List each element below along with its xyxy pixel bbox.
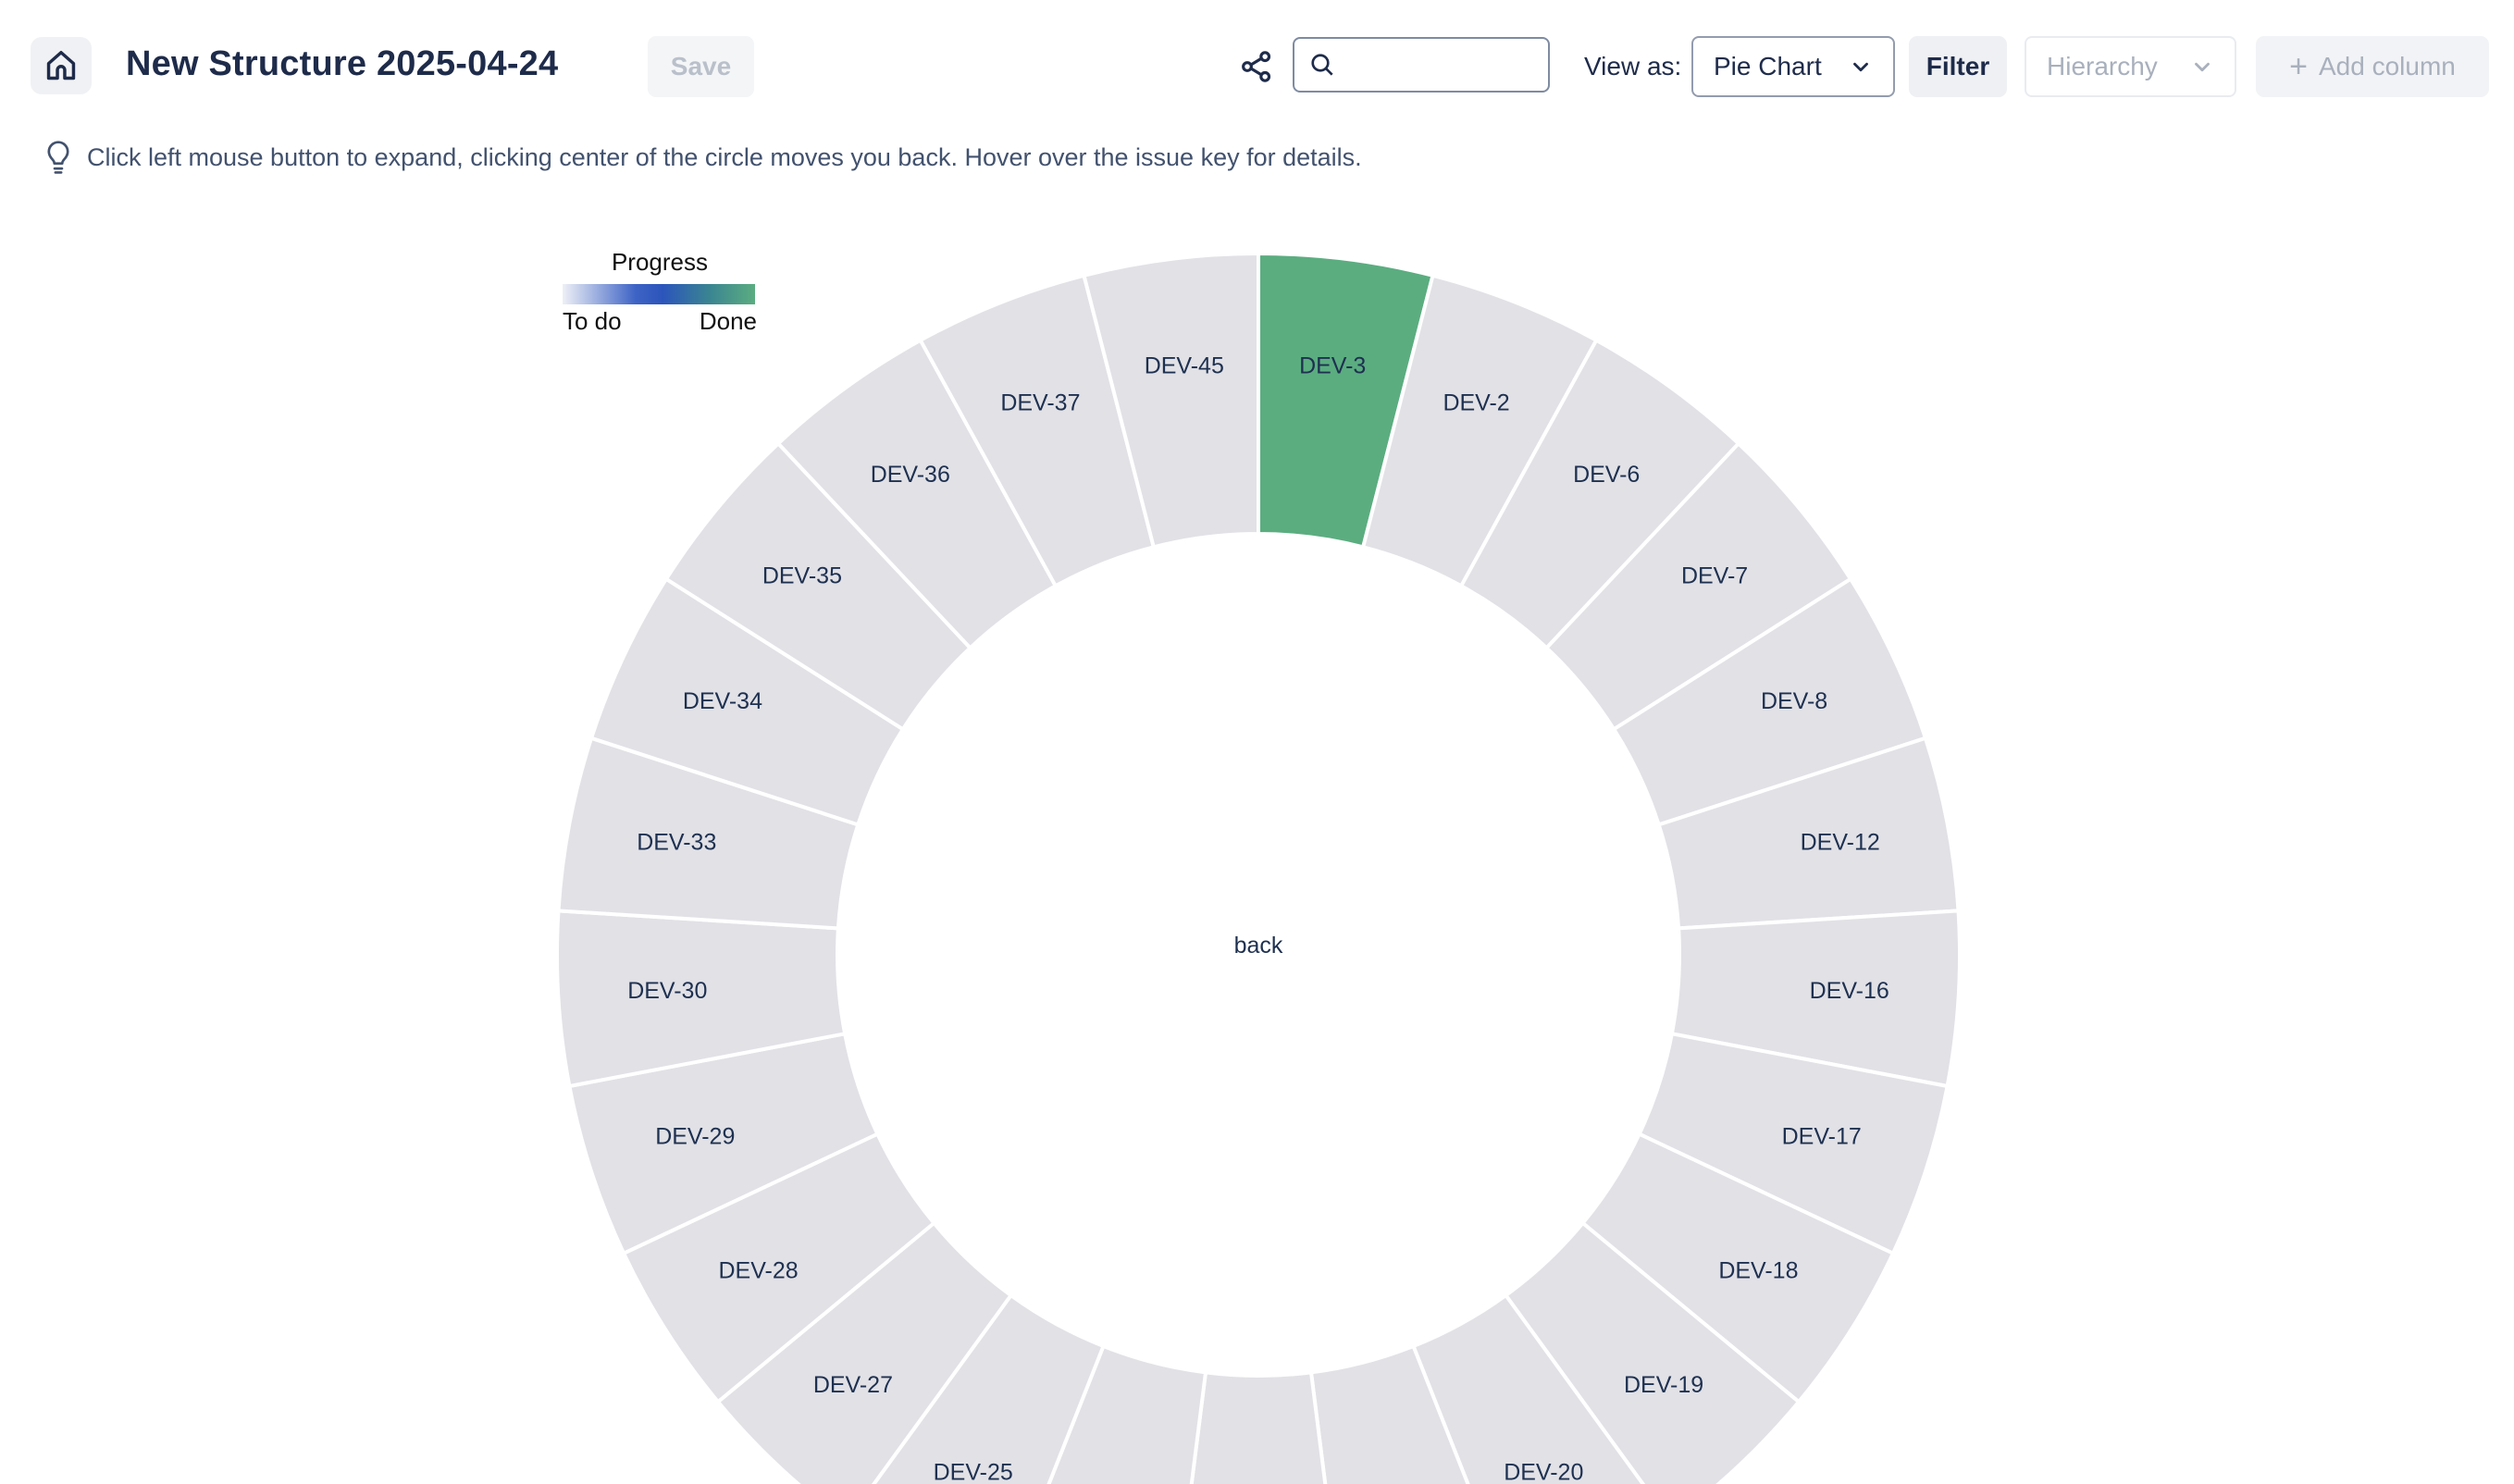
segment-label-DEV-27[interactable]: DEV-27 — [813, 1372, 893, 1398]
segment-label-DEV-19[interactable]: DEV-19 — [1624, 1372, 1703, 1398]
pie-segment[interactable] — [1170, 1370, 1346, 1484]
pie-segment[interactable] — [1000, 1343, 1208, 1484]
hint-row: Click left mouse button to expand, click… — [43, 139, 1362, 176]
legend-gradient-bar — [563, 284, 755, 304]
home-button[interactable] — [31, 37, 92, 94]
progress-legend: Progress To do Done — [563, 248, 757, 336]
lightbulb-icon — [43, 139, 74, 176]
home-icon — [43, 48, 79, 83]
segment-label-DEV-37[interactable]: DEV-37 — [1000, 390, 1080, 416]
view-as-label: View as: — [1584, 52, 1682, 80]
search-box[interactable] — [1293, 37, 1550, 93]
legend-max-label: Done — [699, 307, 757, 335]
filter-button[interactable]: Filter — [1909, 36, 2007, 97]
chevron-down-icon — [1849, 55, 1873, 79]
segment-label-DEV-33[interactable]: DEV-33 — [637, 830, 716, 856]
toolbar: New Structure 2025-04-24 Save — [0, 0, 2514, 120]
segment-label-DEV-3[interactable]: DEV-3 — [1299, 353, 1366, 379]
legend-title: Progress — [611, 248, 709, 276]
back-button[interactable]: back — [1233, 933, 1283, 958]
segment-label-DEV-36[interactable]: DEV-36 — [871, 462, 950, 488]
hierarchy-select[interactable]: Hierarchy — [2025, 36, 2236, 97]
share-icon — [1238, 48, 1275, 85]
pie-segment-DEV-45[interactable] — [1082, 251, 1260, 550]
view-mode-select[interactable]: Pie Chart — [1691, 36, 1895, 97]
add-column-label: Add column — [2318, 52, 2456, 80]
pie-segment-DEV-20[interactable] — [1410, 1292, 1671, 1484]
save-button-label: Save — [670, 52, 732, 80]
legend-min-label: To do — [563, 307, 622, 335]
pie-segment-DEV-25[interactable] — [847, 1292, 1107, 1484]
chevron-down-icon — [2190, 55, 2214, 79]
segment-label-DEV-28[interactable]: DEV-28 — [719, 1258, 799, 1284]
search-input[interactable] — [1344, 49, 1524, 80]
segment-label-DEV-18[interactable]: DEV-18 — [1718, 1258, 1798, 1284]
segment-label-DEV-2[interactable]: DEV-2 — [1443, 390, 1509, 416]
segment-label-DEV-30[interactable]: DEV-30 — [627, 978, 707, 1004]
segment-label-DEV-12[interactable]: DEV-12 — [1801, 830, 1880, 856]
pie-segment[interactable] — [1308, 1343, 1517, 1484]
segment-label-DEV-6[interactable]: DEV-6 — [1573, 462, 1640, 488]
hint-text: Click left mouse button to expand, click… — [87, 142, 1362, 171]
view-mode-value: Pie Chart — [1714, 52, 1822, 80]
hierarchy-value: Hierarchy — [2047, 52, 2158, 80]
save-button[interactable]: Save — [648, 36, 754, 97]
segment-label-DEV-16[interactable]: DEV-16 — [1810, 978, 1889, 1004]
segment-label-DEV-45[interactable]: DEV-45 — [1145, 353, 1224, 379]
segment-label-DEV-25[interactable]: DEV-25 — [934, 1459, 1013, 1484]
search-icon — [1311, 54, 1333, 76]
segment-label-DEV-17[interactable]: DEV-17 — [1782, 1123, 1862, 1149]
segment-label-DEV-35[interactable]: DEV-35 — [762, 563, 842, 589]
segment-label-DEV-20[interactable]: DEV-20 — [1504, 1459, 1583, 1484]
share-button[interactable] — [1238, 48, 1275, 85]
filter-button-label: Filter — [1926, 52, 1990, 80]
segment-label-DEV-29[interactable]: DEV-29 — [655, 1123, 735, 1149]
segment-label-DEV-7[interactable]: DEV-7 — [1681, 563, 1748, 589]
add-column-button[interactable]: + Add column — [2256, 36, 2489, 97]
segment-label-DEV-8[interactable]: DEV-8 — [1761, 688, 1827, 714]
page-title: New Structure 2025-04-24 — [126, 44, 559, 83]
plus-icon: + — [2289, 49, 2308, 84]
segment-label-DEV-34[interactable]: DEV-34 — [683, 688, 762, 714]
pie-segment-DEV-19[interactable] — [1503, 1220, 1802, 1484]
